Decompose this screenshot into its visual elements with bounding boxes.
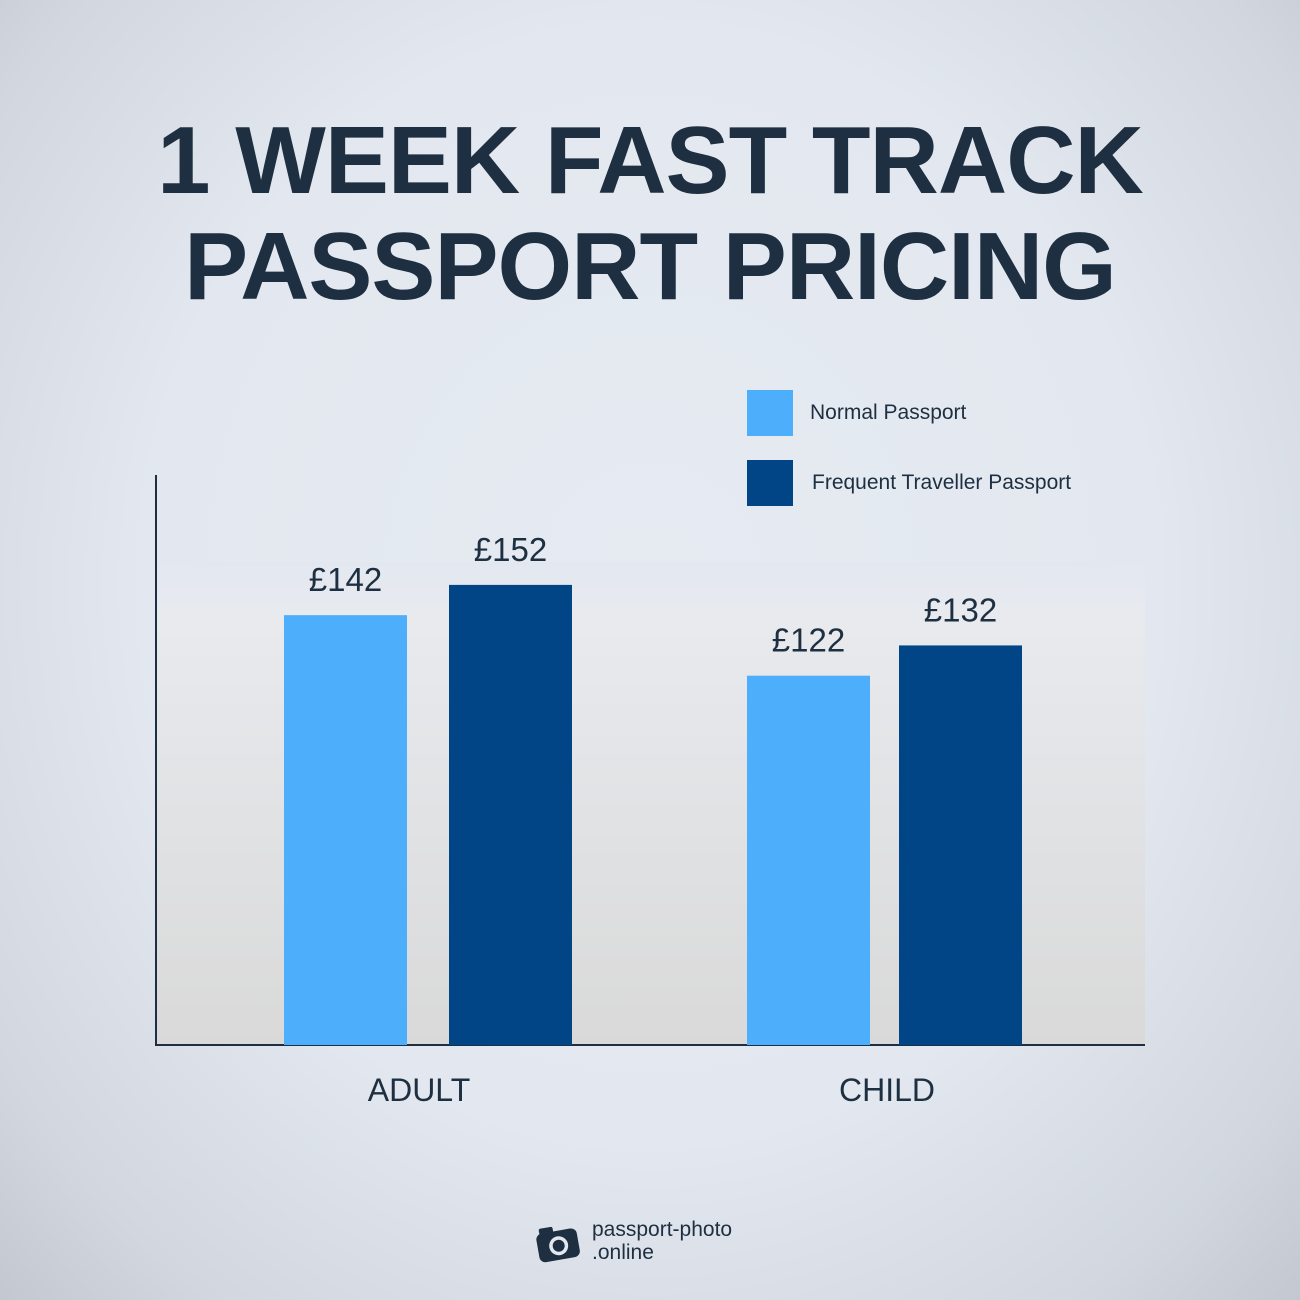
camera-icon	[536, 1226, 580, 1263]
brand-logo: passport-photo .online	[533, 1216, 773, 1268]
data-label-adult-frequent-traveller-passport: £152	[474, 531, 547, 568]
data-label-child-normal-passport: £122	[772, 622, 845, 659]
brand-line-2: .online	[592, 1241, 654, 1264]
chart-title-line-2: PASSPORT PRICING	[184, 213, 1117, 320]
legend-label-normal: Normal Passport	[810, 401, 967, 424]
x-tick-label-adult: ADULT	[368, 1072, 471, 1108]
bar-adult-frequent-traveller-passport	[449, 584, 572, 1045]
data-label-child-frequent-traveller-passport: £132	[924, 591, 997, 628]
data-label-adult-normal-passport: £142	[309, 561, 382, 598]
brand-line-1: passport-photo	[592, 1218, 733, 1241]
bar-adult-normal-passport	[284, 615, 407, 1045]
chart-title-line-1: 1 WEEK FAST TRACK	[157, 107, 1144, 214]
x-tick-label-child: CHILD	[839, 1072, 935, 1108]
chart-title: 1 WEEK FAST TRACK PASSPORT PRICING	[0, 108, 1300, 320]
brand-wordmark: passport-photo .online	[592, 1218, 732, 1264]
legend-label-frequent: Frequent Traveller Passport	[812, 471, 1072, 494]
bar-child-frequent-traveller-passport	[899, 645, 1022, 1045]
legend-swatch-frequent	[747, 460, 793, 506]
bar-child-normal-passport	[747, 675, 870, 1045]
legend-swatch-normal	[747, 390, 793, 436]
